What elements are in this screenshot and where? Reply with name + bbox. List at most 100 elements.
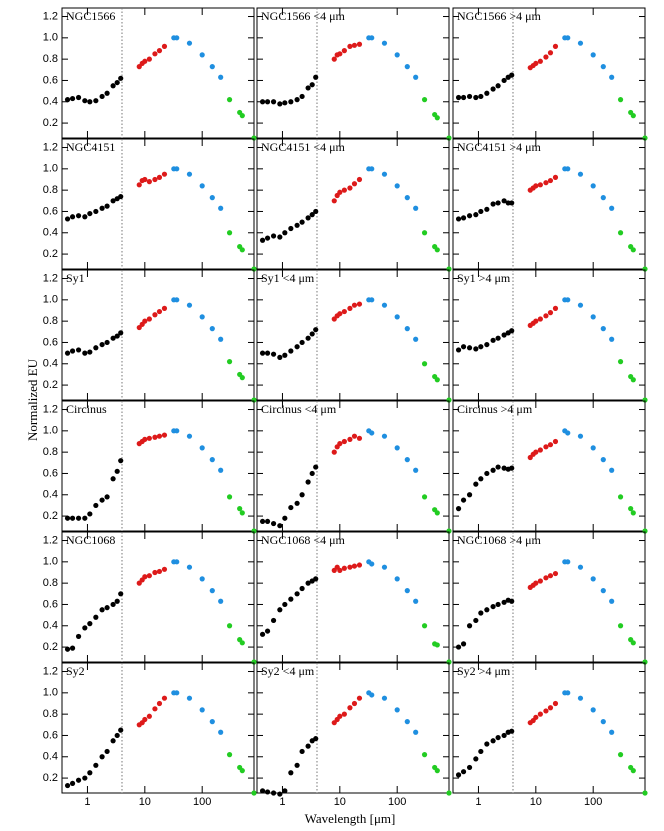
data-point: [565, 430, 571, 436]
data-point: [294, 222, 300, 228]
y-tick-label: 0.2: [43, 117, 58, 129]
panel-frame: [452, 662, 646, 794]
data-point: [565, 559, 571, 565]
data-point: [413, 598, 419, 604]
data-point: [356, 562, 363, 568]
panel-frame: [61, 400, 255, 532]
data-point: [404, 195, 410, 201]
data-point: [156, 568, 163, 575]
data-point: [93, 345, 99, 351]
data-point: [277, 791, 283, 797]
data-point: [239, 375, 245, 381]
data-point: [186, 302, 193, 308]
data-point: [356, 176, 363, 183]
panel-title: Sy1 <4 μm: [261, 271, 315, 285]
data-point: [404, 64, 410, 70]
data-point: [628, 506, 634, 512]
data-point: [114, 598, 120, 604]
data-point: [146, 56, 152, 62]
data-point: [434, 377, 440, 383]
data-point: [309, 470, 315, 477]
data-point: [547, 573, 554, 579]
y-tick-label: 1.0: [43, 294, 58, 306]
data-point: [309, 331, 315, 337]
data-point: [270, 617, 277, 624]
data-point: [270, 351, 277, 357]
data-point: [104, 748, 110, 755]
data-point: [565, 166, 571, 172]
data-point: [174, 35, 180, 41]
data-point: [413, 336, 419, 342]
x-axis-label: Wavelength [μm]: [305, 811, 396, 826]
data-point: [299, 93, 305, 100]
data-point: [421, 230, 428, 236]
data-point: [600, 719, 606, 725]
data-point: [413, 205, 419, 211]
data-point: [478, 93, 484, 100]
data-point: [282, 601, 288, 608]
y-tick-label: 0.4: [43, 751, 58, 763]
data-point: [146, 713, 152, 719]
data-point: [305, 85, 311, 91]
data-point: [75, 777, 82, 783]
data-point: [110, 738, 116, 744]
x-tick-label: 1: [475, 796, 481, 808]
data-point: [282, 230, 288, 236]
y-tick-label: 0.2: [43, 248, 58, 260]
data-point: [460, 497, 467, 503]
data-point: [110, 476, 116, 482]
y-tick-label: 0.2: [43, 772, 58, 784]
data-point: [93, 614, 99, 620]
data-point: [394, 52, 400, 58]
data-point: [93, 208, 99, 215]
data-point: [537, 578, 543, 584]
data-point: [64, 646, 71, 652]
data-point: [277, 523, 283, 529]
data-point: [305, 335, 311, 341]
data-point: [434, 247, 440, 253]
y-tick-label: 1.2: [43, 403, 58, 415]
data-point: [509, 328, 515, 334]
data-point: [577, 695, 584, 701]
data-point: [218, 74, 224, 80]
data-point: [186, 433, 193, 439]
panel-frame: [256, 7, 450, 139]
panel-frame: [452, 138, 646, 270]
data-point: [288, 99, 294, 105]
data-point: [82, 350, 88, 356]
data-point: [259, 237, 266, 243]
data-point: [82, 625, 88, 631]
data-point: [270, 233, 277, 239]
data-point: [209, 326, 215, 332]
data-point: [118, 193, 124, 200]
y-tick-label: 0.6: [43, 336, 58, 348]
data-point: [351, 563, 358, 569]
data-point: [552, 700, 559, 707]
data-point: [547, 50, 554, 56]
y-tick-label: 1.0: [43, 425, 58, 437]
data-point: [347, 436, 353, 442]
x-tick-label: 1: [84, 796, 90, 808]
data-point: [299, 492, 305, 498]
data-point: [93, 98, 99, 104]
data-point: [270, 520, 277, 527]
data-point: [313, 736, 319, 742]
data-point: [381, 171, 388, 177]
data-point: [299, 219, 305, 225]
data-point: [501, 77, 507, 84]
panel-title: Sy2: [66, 664, 85, 678]
y-tick-label: 0.4: [43, 489, 58, 501]
data-point: [239, 510, 245, 516]
data-point: [552, 174, 559, 180]
data-point: [501, 332, 507, 338]
data-point: [404, 588, 410, 594]
data-point: [161, 43, 168, 49]
y-tick-label: 0.8: [43, 184, 58, 196]
data-point: [381, 564, 388, 570]
y-tick-label: 1.2: [43, 141, 58, 153]
data-point: [104, 90, 110, 96]
data-point: [270, 99, 277, 105]
data-point: [460, 215, 467, 221]
panel-title: Sy2 <4 μm: [261, 664, 315, 678]
